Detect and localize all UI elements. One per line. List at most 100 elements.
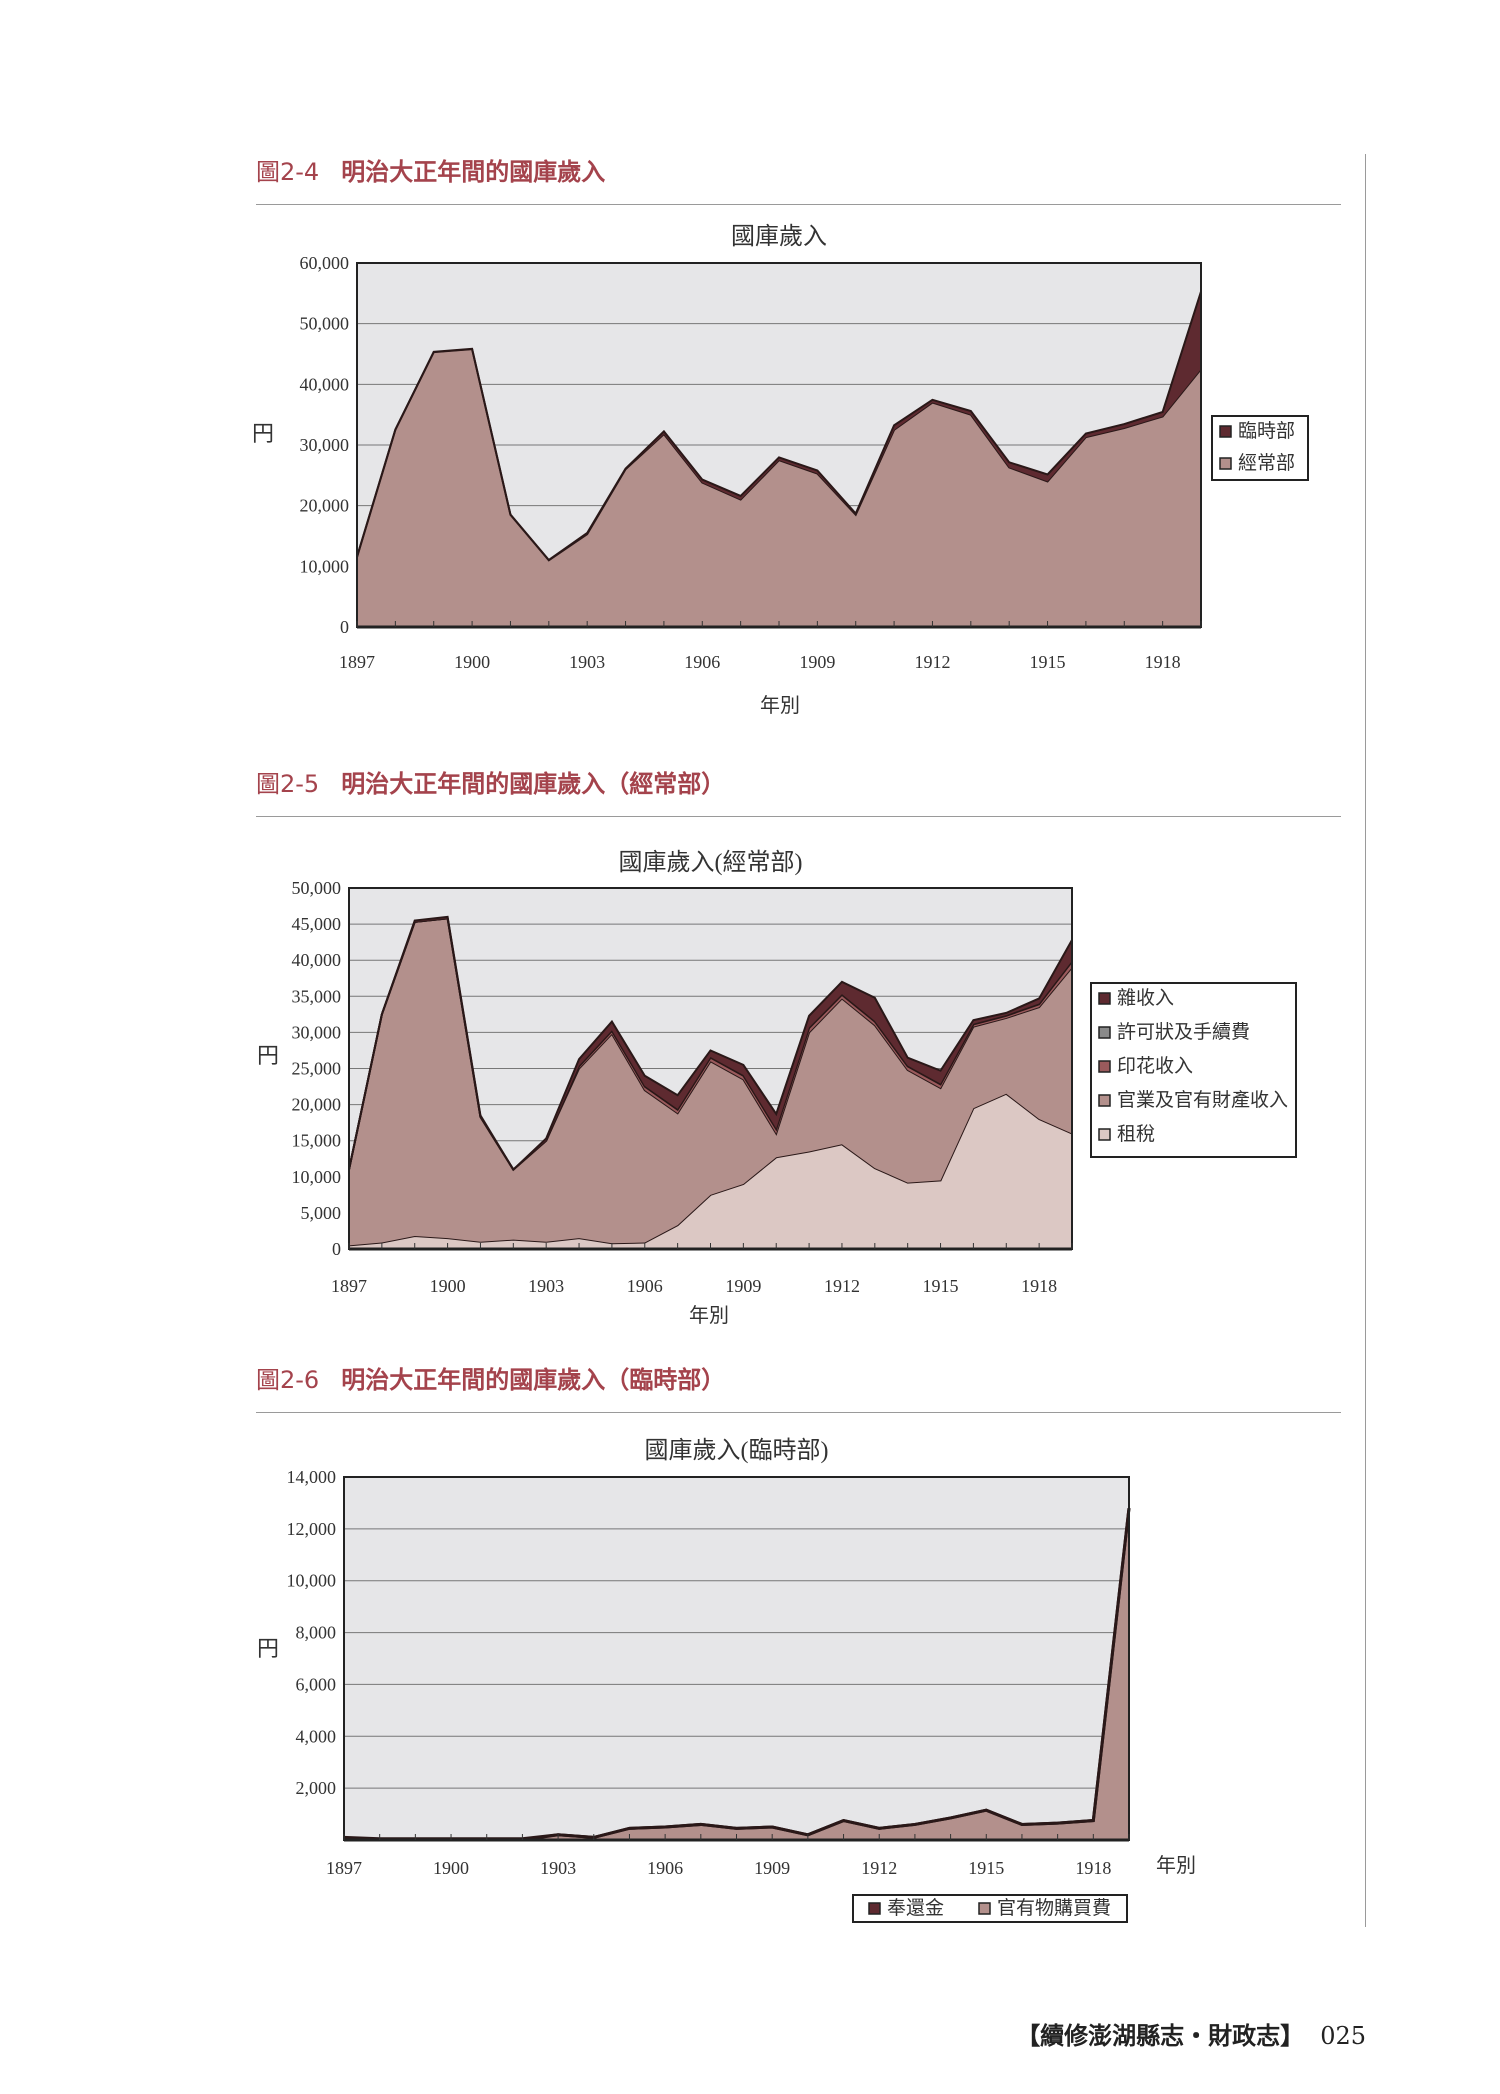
divider [256, 204, 1341, 205]
area-1 [357, 349, 1201, 627]
figure-2-6-heading: 圖2-6 明治大正年間的國庫歲入（臨時部） [256, 1360, 725, 1395]
legend-label: 許可狀及手續費 [1117, 1021, 1250, 1043]
y-tick-label: 10,000 [287, 1571, 337, 1591]
y-tick-label: 20,000 [292, 1095, 342, 1115]
legend-label: 經常部 [1238, 452, 1295, 474]
y-tick-label: 0 [340, 617, 349, 637]
series-line-2 [356, 291, 1202, 562]
legend-label: 雜收入 [1117, 987, 1174, 1009]
legend-swatch [1219, 425, 1232, 438]
figure-number: 圖2-5 [256, 770, 320, 798]
y-tick-label: 40,000 [292, 950, 342, 970]
y-tick-label: 25,000 [292, 1059, 342, 1079]
y-tick-label: 0 [332, 1239, 341, 1259]
figure-2-5-heading: 圖2-5 明治大正年間的國庫歲入（經常部） [256, 764, 725, 799]
x-tick-label: 1897 [339, 652, 375, 672]
area-2 [349, 918, 1072, 1246]
y-tick-label: 6,000 [296, 1674, 337, 1694]
y-axis-title: 円 [252, 421, 274, 446]
y-tick-label: 40,000 [300, 374, 350, 394]
x-axis-title: 年別 [689, 1304, 729, 1327]
figure-number: 圖2-6 [256, 1366, 320, 1394]
x-tick-label: 1915 [1030, 652, 1066, 672]
legend-label: 官有物購買費 [997, 1897, 1111, 1919]
series-line-5 [348, 915, 1073, 1172]
x-tick-label: 1906 [684, 652, 720, 672]
y-tick-label: 50,000 [292, 878, 342, 898]
legend-swatch [1098, 992, 1111, 1005]
y-axis-title: 円 [257, 1636, 279, 1661]
y-tick-label: 35,000 [292, 986, 342, 1006]
figure-caption: 明治大正年間的國庫歲入 [341, 158, 606, 186]
y-tick-label: 10,000 [300, 556, 350, 576]
y-tick-label: 4,000 [296, 1726, 337, 1746]
figure-caption: 明治大正年間的國庫歲入（臨時部） [341, 1366, 726, 1394]
page-footer: 【續修澎湖縣志・財政志】 025 [1016, 2016, 1366, 2051]
x-tick-label: 1912 [824, 1276, 860, 1296]
legend-swatch [1098, 1060, 1111, 1073]
y-tick-label: 5,000 [301, 1203, 342, 1223]
x-tick-label: 1912 [914, 652, 950, 672]
y-tick-label: 30,000 [292, 1022, 342, 1042]
chart-3: 2,000 4,000 6,000 8,000 10,000 12,000 14,000 18… [257, 1437, 1196, 1923]
x-tick-label: 1918 [1145, 652, 1181, 672]
figure-caption: 明治大正年間的國庫歲入（經常部） [341, 770, 726, 798]
y-tick-label: 12,000 [287, 1519, 337, 1539]
chart-1: 0 10,000 20,000 30,000 40,000 50,000 60,000 189… [252, 223, 1309, 717]
x-tick-label: 1906 [627, 1276, 663, 1296]
x-tick-label: 1900 [433, 1858, 469, 1878]
y-tick-label: 10,000 [292, 1167, 342, 1187]
x-axis-title: 年別 [1156, 1854, 1196, 1877]
y-axis-title: 円 [257, 1043, 279, 1068]
y-tick-label: 30,000 [300, 435, 350, 455]
y-tick-label: 8,000 [296, 1623, 337, 1643]
x-tick-label: 1897 [331, 1276, 367, 1296]
x-tick-label: 1909 [725, 1276, 761, 1296]
book-title: 【續修澎湖縣志・財政志】 [1016, 2021, 1305, 2050]
y-tick-label: 45,000 [292, 914, 342, 934]
divider [256, 816, 1341, 817]
x-tick-label: 1903 [528, 1276, 564, 1296]
y-tick-label: 14,000 [287, 1467, 337, 1487]
y-tick-label: 60,000 [300, 253, 350, 273]
x-tick-label: 1906 [647, 1858, 683, 1878]
plot-area [344, 1477, 1129, 1840]
legend-label: 租稅 [1117, 1123, 1155, 1145]
legend: 奉還金 官有物購買費 [852, 1894, 1128, 1923]
y-tick-label: 50,000 [300, 314, 350, 334]
legend-swatch [1098, 1128, 1111, 1141]
legend-swatch [1098, 1094, 1111, 1107]
x-tick-label: 1909 [754, 1858, 790, 1878]
legend-swatch [1098, 1026, 1111, 1039]
chart-title: 國庫歲入(經常部) [619, 849, 803, 876]
figure-2-4-heading: 圖2-4 明治大正年間的國庫歲入 [256, 152, 605, 187]
legend-label: 官業及官有財產收入 [1117, 1089, 1288, 1111]
x-tick-label: 1900 [430, 1276, 466, 1296]
x-tick-label: 1915 [968, 1858, 1004, 1878]
x-tick-label: 1903 [569, 652, 605, 672]
legend-label: 印花收入 [1117, 1055, 1193, 1077]
legend-swatch [868, 1902, 881, 1915]
figure-number: 圖2-4 [256, 158, 320, 186]
margin-rule [1365, 154, 1366, 1927]
x-tick-label: 1912 [861, 1858, 897, 1878]
x-tick-label: 1918 [1075, 1858, 1111, 1878]
chart-2: 0 5,000 10,000 15,000 20,000 25,000 30,000 35,0… [257, 849, 1297, 1327]
legend-swatch [1219, 457, 1232, 470]
legend-box [1090, 982, 1297, 1158]
y-tick-label: 2,000 [296, 1778, 337, 1798]
x-axis-title: 年別 [760, 694, 800, 717]
area-1 [349, 1093, 1072, 1249]
x-tick-label: 1903 [540, 1858, 576, 1878]
x-tick-label: 1900 [454, 652, 490, 672]
divider [256, 1412, 1341, 1413]
chart-title: 國庫歲入 [731, 223, 827, 250]
x-tick-label: 1909 [799, 652, 835, 672]
y-tick-label: 20,000 [300, 496, 350, 516]
x-tick-label: 1915 [923, 1276, 959, 1296]
x-tick-label: 1897 [326, 1858, 362, 1878]
x-tick-label: 1918 [1021, 1276, 1057, 1296]
